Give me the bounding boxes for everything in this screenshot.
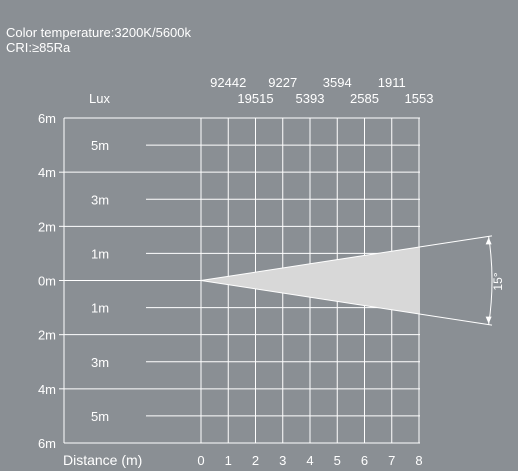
lux-value: 2585 [350,91,379,106]
x-axis-tick-label: 7 [388,453,395,468]
lux-value: 9227 [268,75,297,90]
y-axis-label: 2m [38,219,56,234]
cri-text: CRI:≥85Ra [6,40,71,55]
lux-value: 5393 [296,91,325,106]
x-axis-tick-label: 1 [225,453,232,468]
x-axis-tick-label: 2 [252,453,259,468]
y-axis-label: 4m [38,382,56,397]
diameter-label: 5m [91,409,109,424]
beam-angle-label: 15° [491,272,505,290]
x-axis-tick-label: 5 [334,453,341,468]
beam-edge-lower [200,280,493,326]
diameter-label: 3m [91,355,109,370]
y-axis-label: 2m [38,328,56,343]
lux-label: Lux [89,91,110,106]
x-axis-tick-label: 4 [306,453,313,468]
diameter-label: 5m [91,138,109,153]
x-axis-tick-label: 8 [415,453,422,468]
diameter-label: 3m [91,192,109,207]
y-axis-label: 6m [38,111,56,126]
lux-value: 92442 [210,75,246,90]
beam-cone-fill [201,246,420,315]
y-axis-label: 0m [38,274,56,289]
beam-cone [200,235,493,326]
y-axis-label: 6m [38,436,56,451]
diagram-labels: 15° 6m 4m 2m 0m 2m 4m 6m 5m 3m 1m 1m 3m 5m Lux 92442 922… [38,75,505,468]
beam-edge-upper [200,235,493,281]
arc-arrow-down [485,316,492,324]
y-axis-label: 4m [38,165,56,180]
diameter-label: 1m [91,246,109,261]
color-temperature-text: Color temperature:3200K/5600k [6,25,192,40]
x-axis-tick-label: 3 [279,453,286,468]
diameter-label: 1m [91,301,109,316]
lux-value: 1553 [405,91,434,106]
x-axis-tick-label: 0 [197,453,204,468]
lux-value: 19515 [237,91,273,106]
lux-value: 1911 [378,75,406,90]
arc-arrow-up [485,237,492,245]
lux-value: 3594 [323,75,352,90]
x-axis-title: Distance (m) [63,452,142,468]
x-axis-tick-label: 6 [361,453,368,468]
